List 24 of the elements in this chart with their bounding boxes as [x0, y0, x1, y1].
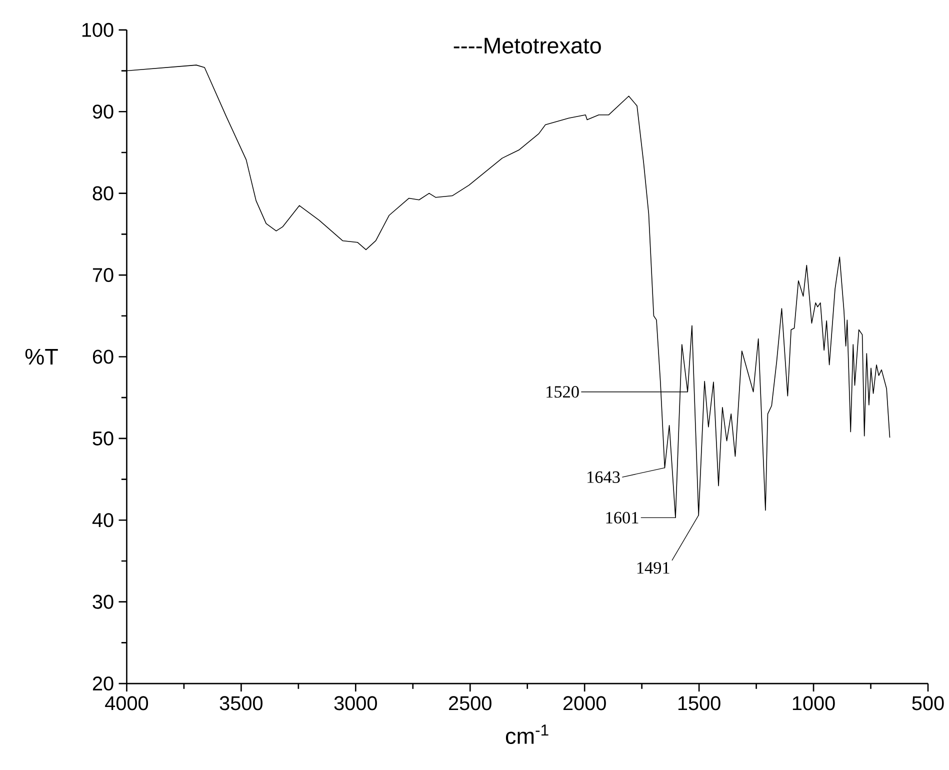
y-tick-label: 90 [92, 104, 114, 118]
y-tick-label: 50 [92, 431, 114, 446]
annotation: 1601 [606, 512, 638, 524]
y-tick-label: 80 [92, 186, 114, 200]
y-tick-label: 40 [92, 512, 114, 527]
annotation: 1491 [637, 562, 670, 574]
x-tick-label: 500 [912, 696, 944, 710]
x-tick-label: 3000 [334, 696, 377, 710]
annotation: 1520 [546, 386, 579, 398]
x-tick-label: 1000 [792, 696, 835, 710]
y-tick-label: 100 [82, 22, 114, 37]
x-axis-title: cm$^{-1}$ [506, 724, 548, 744]
x-tick-label: 2500 [449, 696, 492, 710]
y-tick-label: 60 [92, 350, 114, 364]
x-tick-label: 1500 [678, 696, 720, 710]
y-tick-label: 20 [92, 676, 114, 690]
x-tick-label: 3500 [220, 696, 263, 710]
y-tick-label: 30 [92, 594, 114, 609]
x-tick-label: 4000 [105, 696, 148, 710]
annotation: 1643 [588, 471, 620, 483]
x-tick-label: 2000 [563, 696, 606, 710]
y-tick-label: 70 [92, 268, 114, 282]
y-axis-title: %T [25, 348, 58, 364]
chart-title: ----Metotrexato [454, 38, 601, 54]
